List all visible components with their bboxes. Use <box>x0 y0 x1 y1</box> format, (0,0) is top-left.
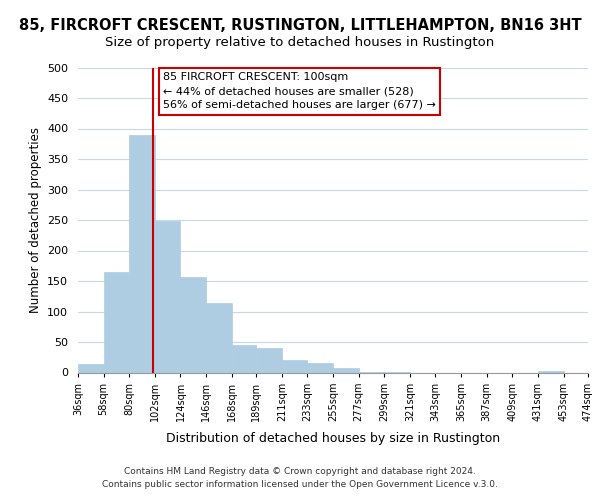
Bar <box>307 362 333 372</box>
Text: Contains HM Land Registry data © Crown copyright and database right 2024.: Contains HM Land Registry data © Crown c… <box>124 467 476 476</box>
Text: Size of property relative to detached houses in Rustington: Size of property relative to detached ho… <box>106 36 494 49</box>
Bar <box>181 276 206 372</box>
Bar <box>232 345 256 372</box>
Bar <box>282 360 307 372</box>
Bar <box>206 303 232 372</box>
Bar <box>104 272 129 372</box>
Bar <box>129 134 155 372</box>
Text: 85, FIRCROFT CRESCENT, RUSTINGTON, LITTLEHAMPTON, BN16 3HT: 85, FIRCROFT CRESCENT, RUSTINGTON, LITTL… <box>19 18 581 32</box>
Bar <box>333 368 359 372</box>
Text: 85 FIRCROFT CRESCENT: 100sqm
← 44% of detached houses are smaller (528)
56% of s: 85 FIRCROFT CRESCENT: 100sqm ← 44% of de… <box>163 72 436 110</box>
Text: Contains public sector information licensed under the Open Government Licence v.: Contains public sector information licen… <box>102 480 498 489</box>
Bar <box>78 364 104 372</box>
X-axis label: Distribution of detached houses by size in Rustington: Distribution of detached houses by size … <box>166 432 500 445</box>
Y-axis label: Number of detached properties: Number of detached properties <box>29 127 41 313</box>
Bar <box>256 348 282 372</box>
Bar <box>155 221 181 372</box>
